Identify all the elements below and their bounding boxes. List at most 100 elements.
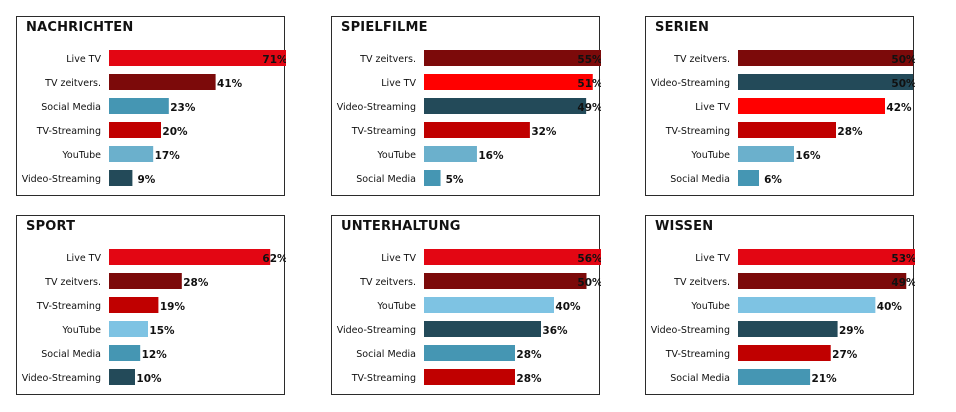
bar-video-streaming [109,369,135,385]
bar-tv-streaming [424,369,515,385]
category-label-youtube: YouTube [690,301,730,312]
bar-tv-streaming [738,345,831,361]
value-label-tv-zeitvers: 50% [891,54,915,66]
bar-video-streaming [424,98,587,114]
category-label-video-streaming: Video-Streaming [22,174,101,185]
chart-panel-spielfilme: SPIELFILME TV zeitvers. 55% Live TV 51% Vide… [331,16,601,196]
category-label-youtube: YouTube [690,150,730,161]
bar-tv-zeitvers [424,50,601,66]
chart-panel-wissen: WISSEN Live TV 53% TV zeitvers. 49% YouTube 4… [645,215,915,395]
bar-chart-unterhaltung: Live TV 56% TV zeitvers. 50% YouTube 40% Video… [337,249,601,385]
chart-title: SERIEN [655,20,710,35]
bar-tv-zeitvers [738,273,907,289]
category-label-video-streaming: Video-Streaming [651,325,730,336]
chart-panel-unterhaltung: UNTERHALTUNG Live TV 56% TV zeitvers. 50% Yo… [331,215,601,395]
bar-youtube [109,146,154,162]
value-label-live-tv: 71% [262,54,286,66]
bar-tv-streaming [738,122,836,138]
chart-title: SPIELFILME [341,20,428,35]
value-label-video-streaming: 49% [577,102,601,114]
bar-video-streaming [738,74,913,90]
chart-panel-serien: SERIEN TV zeitvers. 50% Video-Streaming 50%… [645,16,915,196]
category-label-live-tv: Live TV [695,102,730,113]
bar-live-tv [109,50,286,66]
value-label-youtube: 17% [155,150,181,162]
category-label-social-media: Social Media [356,349,416,360]
value-label-tv-streaming: 28% [516,373,542,385]
bar-tv-zeitvers [109,74,216,90]
bar-live-tv [738,98,885,114]
category-label-tv-zeitvers: TV zeitvers. [44,78,101,89]
bar-chart-nachrichten: Live TV 71% TV zeitvers. 41% Social Media 23%… [22,50,286,186]
value-label-youtube: 16% [478,150,504,162]
chart-title: SPORT [26,219,76,234]
chart-title: UNTERHALTUNG [341,219,461,234]
bar-live-tv [109,249,271,265]
value-label-tv-streaming: 27% [832,349,858,361]
value-label-social-media: 12% [142,349,168,361]
value-label-tv-streaming: 19% [160,301,186,313]
value-label-youtube: 40% [877,301,903,313]
bar-youtube [424,297,554,313]
value-label-live-tv: 62% [262,253,286,265]
category-label-live-tv: Live TV [381,253,416,264]
bar-live-tv [424,74,593,90]
bar-chart-wissen: Live TV 53% TV zeitvers. 49% YouTube 40% Video… [651,249,915,385]
value-label-social-media: 5% [446,174,464,186]
value-label-social-media: 6% [764,174,782,186]
category-label-tv-streaming: TV-Streaming [665,126,730,137]
category-label-tv-zeitvers: TV zeitvers. [44,277,101,288]
value-label-live-tv: 53% [891,253,915,265]
bar-youtube [424,146,477,162]
category-label-tv-zeitvers: TV zeitvers. [673,277,730,288]
value-label-youtube: 15% [149,325,175,337]
category-label-tv-zeitvers: TV zeitvers. [673,54,730,65]
category-label-tv-streaming: TV-Streaming [36,126,101,137]
chart-panel-sport: SPORT Live TV 62% TV zeitvers. 28% TV-Stream… [16,215,286,395]
category-label-tv-streaming: TV-Streaming [351,373,416,384]
category-label-tv-streaming: TV-Streaming [665,349,730,360]
category-label-social-media: Social Media [670,373,730,384]
value-label-live-tv: 56% [577,253,601,265]
category-label-social-media: Social Media [356,174,416,185]
value-label-live-tv: 42% [886,102,912,114]
chart-panel-nachrichten: NACHRICHTEN Live TV 71% TV zeitvers. 41% Soc… [16,16,286,196]
value-label-social-media: 23% [170,102,196,114]
value-label-tv-streaming: 28% [837,126,863,138]
value-label-tv-zeitvers: 55% [577,54,601,66]
bar-live-tv [738,249,915,265]
bar-social-media [738,369,811,385]
category-label-video-streaming: Video-Streaming [337,102,416,113]
category-label-live-tv: Live TV [381,78,416,89]
bar-youtube [738,297,876,313]
value-label-tv-streaming: 20% [162,126,188,138]
bar-social-media [424,345,515,361]
category-label-tv-streaming: TV-Streaming [36,301,101,312]
value-label-youtube: 40% [555,301,581,313]
value-label-video-streaming: 29% [839,325,865,337]
category-label-live-tv: Live TV [66,54,101,65]
category-label-social-media: Social Media [41,102,101,113]
category-label-tv-zeitvers: TV zeitvers. [359,54,416,65]
value-label-tv-streaming: 32% [531,126,557,138]
category-label-video-streaming: Video-Streaming [22,373,101,384]
category-label-live-tv: Live TV [695,253,730,264]
bar-youtube [738,146,794,162]
category-label-youtube: YouTube [61,150,101,161]
bar-tv-streaming [109,122,161,138]
category-label-youtube: YouTube [376,301,416,312]
value-label-video-streaming: 10% [136,373,162,385]
category-label-video-streaming: Video-Streaming [337,325,416,336]
bar-social-media [738,170,759,186]
bar-tv-streaming [424,122,530,138]
value-label-social-media: 28% [516,349,542,361]
category-label-youtube: YouTube [61,325,101,336]
category-label-live-tv: Live TV [66,253,101,264]
value-label-video-streaming: 9% [137,174,155,186]
bar-chart-serien: TV zeitvers. 50% Video-Streaming 50% Live TV… [651,50,915,186]
bar-tv-streaming [109,297,159,313]
value-label-video-streaming: 50% [891,78,915,90]
bar-tv-zeitvers [424,273,587,289]
bar-tv-zeitvers [109,273,182,289]
bar-social-media [424,170,441,186]
